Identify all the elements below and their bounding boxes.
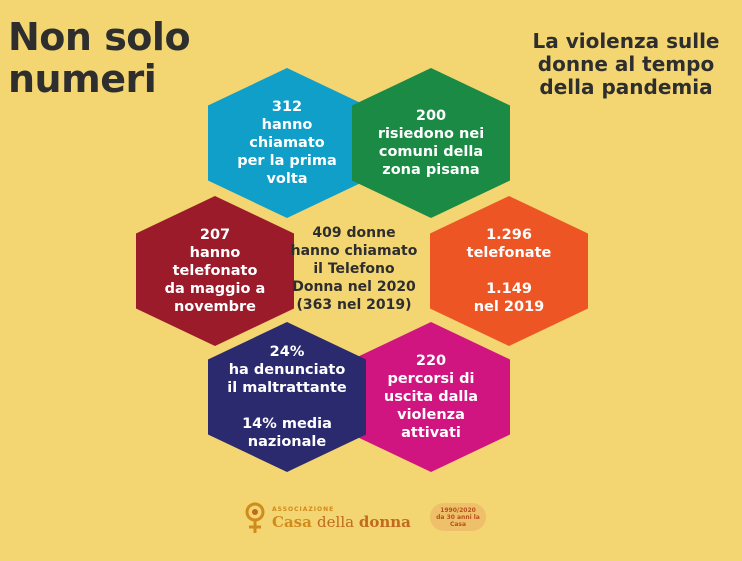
hex-may-november-text: 207 hanno telefonato da maggio a novembr…: [164, 227, 266, 315]
page-subtitle: La violenza sulle donne al tempo della p…: [532, 29, 720, 99]
hex-first-time-callers: 312 hanno chiamato per la prima volta: [208, 68, 366, 218]
anniversary-badge: 1990/2020 da 30 anni la Casa: [430, 503, 486, 531]
hex-exit-paths: 220 percorsi di uscita dalla violenza at…: [352, 322, 510, 472]
venus-symbol-icon: [244, 501, 266, 535]
hex-phone-calls: 1.296 telefonate 1.149 nel 2019: [430, 196, 588, 346]
center-summary: 409 donne hanno chiamato il Telefono Don…: [290, 225, 418, 313]
hex-exit-paths-text: 220 percorsi di uscita dalla violenza at…: [383, 353, 479, 441]
hex-reported-text: 24% ha denunciato il maltrattante 14% me…: [227, 344, 347, 450]
anniversary-badge-text: 1990/2020 da 30 anni la Casa: [436, 506, 480, 528]
hex-first-time-callers-text: 312 hanno chiamato per la prima volta: [237, 99, 337, 187]
logo-wordmark: Casa della donna: [272, 512, 411, 531]
hex-pisa-residents: 200 risiedono nei comuni della zona pisa…: [352, 68, 510, 218]
hex-reported: 24% ha denunciato il maltrattante 14% me…: [208, 322, 366, 472]
page-title: Non solo numeri: [8, 15, 191, 101]
hex-pisa-residents-text: 200 risiedono nei comuni della zona pisa…: [377, 108, 485, 178]
hex-phone-calls-text: 1.296 telefonate 1.149 nel 2019: [466, 227, 552, 315]
logo-association-label: ASSOCIAZIONE: [272, 505, 335, 513]
casa-della-donna-logo: ASSOCIAZIONE Casa della donna: [244, 498, 411, 538]
hex-may-november: 207 hanno telefonato da maggio a novembr…: [136, 196, 294, 346]
